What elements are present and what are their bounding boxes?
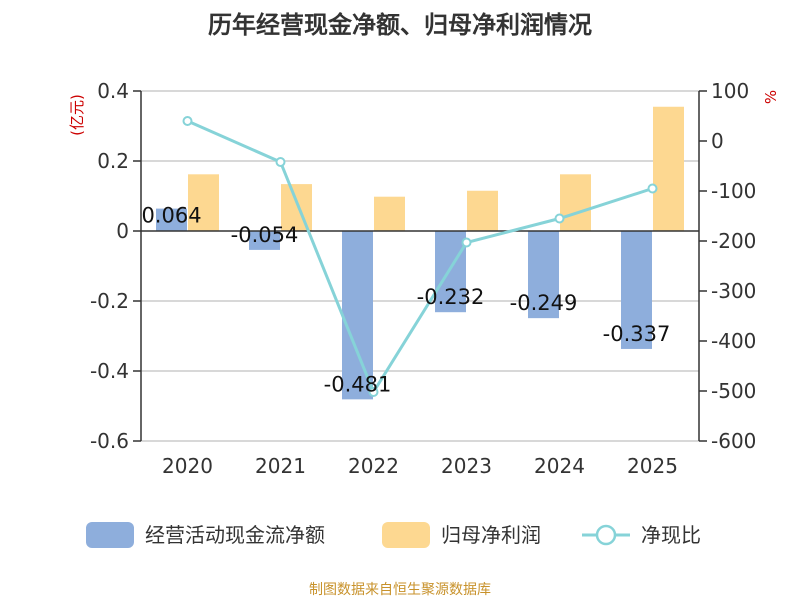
left-tick-label: -0.4 — [90, 359, 129, 383]
cash-flow-bar — [528, 231, 559, 319]
ratio-line — [186, 119, 653, 396]
ratio-point — [647, 183, 658, 194]
ratio-point — [368, 387, 379, 397]
right-tick-label: 100 — [711, 79, 749, 103]
left-unit-label: (亿元) — [68, 94, 86, 136]
cash-flow-bar — [249, 231, 280, 250]
x-tick-label: 2021 — [255, 454, 306, 478]
bars — [156, 106, 684, 400]
right-tick-label: -200 — [711, 229, 756, 253]
legend-label-cash[interactable]: 经营活动现金流净额 — [145, 523, 325, 547]
ratio-point — [554, 213, 565, 224]
net-profit-bar — [653, 106, 684, 231]
cash-flow-data-label: 0.064 — [141, 204, 201, 228]
cash-flow-bar — [621, 231, 652, 349]
left-tick-label: 0.4 — [97, 79, 129, 103]
net-profit-bar — [467, 190, 498, 231]
right-tick-label: -600 — [711, 429, 756, 453]
legend-swatch-profit[interactable] — [382, 522, 430, 548]
cash-flow-bar — [156, 208, 187, 231]
cash-flow-data-label: -0.054 — [231, 223, 299, 247]
legend: 经营活动现金流净额 归母净利润 净现比 — [86, 522, 701, 548]
tick-labels: -0.6 -0.4 -0.2 0 0.2 0.4 -600 -500 -400 -300 -200 -… — [90, 79, 756, 478]
right-tick-label: -100 — [711, 179, 756, 203]
chart-title: 历年经营现金净额、归母净利润情况 — [208, 11, 592, 39]
ratio-line-series — [182, 116, 658, 397]
net-profit-bar — [188, 174, 219, 231]
legend-label-ratio[interactable]: 净现比 — [641, 523, 701, 547]
ratio-point — [182, 116, 193, 126]
legend-label-profit[interactable]: 归母净利润 — [441, 523, 541, 547]
left-tick-label: 0.2 — [97, 149, 129, 173]
legend-swatch-ratio-marker[interactable] — [595, 524, 617, 546]
x-tick-label: 2022 — [348, 454, 399, 478]
cash-flow-data-label: -0.232 — [417, 285, 485, 309]
cash-flow-bar — [342, 231, 373, 400]
cash-flow-bar — [435, 231, 466, 313]
data-labels: 0.064 -0.054 -0.481 -0.232 -0.249 -0.337 — [141, 204, 670, 397]
legend-swatch-cash[interactable] — [86, 522, 134, 548]
left-tick-label: -0.2 — [90, 289, 129, 313]
x-tick-label: 2020 — [162, 454, 213, 478]
right-tick-label: -500 — [711, 379, 756, 403]
left-tick-label: -0.6 — [90, 429, 129, 453]
x-tick-label: 2025 — [627, 454, 678, 478]
x-tick-label: 2024 — [534, 454, 585, 478]
x-tick-label: 2023 — [441, 454, 492, 478]
ratio-point — [275, 157, 286, 167]
source-note: 制图数据来自恒生聚源数据库 — [309, 582, 491, 598]
right-tick-label: -300 — [711, 279, 756, 303]
left-tick-label: 0 — [116, 219, 129, 243]
right-tick-label: 0 — [711, 129, 724, 153]
net-profit-bar — [374, 196, 405, 231]
cash-flow-data-label: -0.337 — [603, 322, 671, 346]
right-tick-label: -400 — [711, 329, 756, 353]
axes — [140, 91, 700, 441]
cash-flow-data-label: -0.481 — [324, 372, 392, 396]
net-profit-bar — [560, 174, 591, 231]
right-unit-label: % — [762, 90, 780, 104]
cash-flow-data-label: -0.249 — [510, 291, 578, 315]
ratio-point — [461, 237, 472, 248]
grid-lines — [133, 90, 707, 442]
